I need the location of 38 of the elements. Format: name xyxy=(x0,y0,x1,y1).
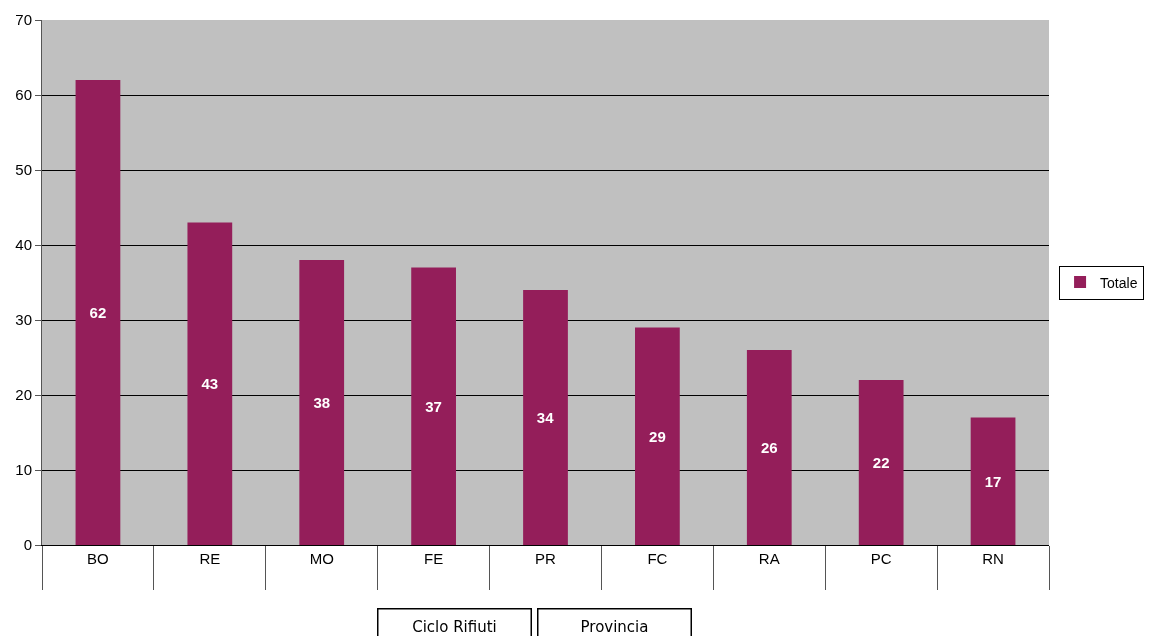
data-label: 34 xyxy=(536,409,555,426)
y-tick-label: 0 xyxy=(23,536,32,554)
y-tick-label: 60 xyxy=(15,86,32,104)
y-tick-label: 50 xyxy=(15,161,32,179)
bar xyxy=(75,80,121,545)
x-tick-label: RN xyxy=(982,550,1004,567)
x-tick-label: PR xyxy=(535,550,557,567)
bar xyxy=(187,222,233,545)
y-tick-label: 20 xyxy=(15,386,32,404)
bar xyxy=(523,290,568,545)
data-label: 17 xyxy=(984,472,1002,490)
data-label: 62 xyxy=(89,304,107,321)
data-label: 38 xyxy=(313,394,331,411)
bar xyxy=(299,260,345,545)
y-tick-label: 40 xyxy=(15,236,32,254)
data-label: 37 xyxy=(425,397,442,415)
bar xyxy=(411,267,456,545)
y-tick-label: 70 xyxy=(15,11,32,29)
data-label: 29 xyxy=(649,427,666,445)
y-tick-label: 30 xyxy=(15,311,32,329)
x-tick-label: PC xyxy=(870,550,892,567)
x-tick-label: FC xyxy=(647,550,668,567)
text: Provincia xyxy=(580,617,649,636)
data-label: 26 xyxy=(760,439,778,456)
data-label: 43 xyxy=(201,375,219,393)
x-tick-label: MO xyxy=(309,550,334,567)
x-tick-label: FE xyxy=(424,550,444,567)
x-tick-label: RE xyxy=(199,550,221,567)
x-tick-label: BO xyxy=(87,550,109,567)
legend-label: Totale xyxy=(1100,274,1138,291)
bar xyxy=(970,417,1016,545)
text: Ciclo Rifiuti xyxy=(412,617,497,636)
x-tick-label: RA xyxy=(758,550,780,567)
bar xyxy=(858,380,904,545)
bar xyxy=(746,350,792,545)
data-label: 22 xyxy=(872,454,890,471)
bar xyxy=(635,327,680,545)
y-tick-label: 10 xyxy=(15,461,32,479)
